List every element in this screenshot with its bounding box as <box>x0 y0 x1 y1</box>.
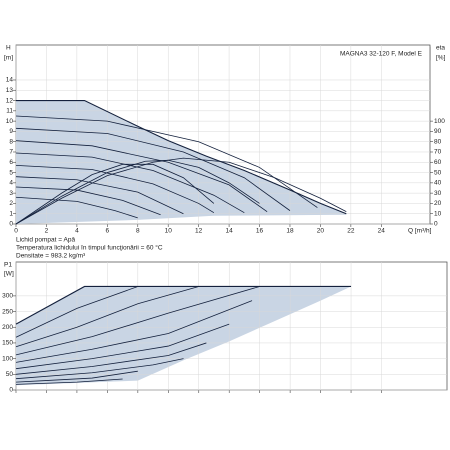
x-tick-label: 20 <box>317 228 325 235</box>
y2-tick-label: 40 <box>434 180 442 187</box>
x-tick-label: 4 <box>75 228 79 235</box>
x-axis-label: Q [m³/h] <box>408 228 432 235</box>
curve <box>15 370 138 383</box>
x-tick-label: 16 <box>256 228 264 235</box>
curve <box>15 152 245 214</box>
curve <box>15 358 184 380</box>
curve <box>16 100 347 215</box>
note: Temperatura lichidului în timpul funcţio… <box>16 244 163 252</box>
y-tick-label: 50 <box>6 371 14 378</box>
x-tick-label: 12 <box>195 228 203 235</box>
y-tick-label: 7 <box>9 149 13 156</box>
y-tick-label: 10 <box>6 118 14 125</box>
y2-tick-label: 90 <box>434 128 442 135</box>
y2-tick-label: 50 <box>434 169 442 176</box>
y-tick-label: 1 <box>9 210 13 217</box>
x-tick-label: 2 <box>45 228 49 235</box>
x-tick-label: 0 <box>14 228 18 235</box>
y-tick-label: 8 <box>9 138 13 145</box>
y-tick-label: 12 <box>6 97 14 104</box>
y-tick-label: 250 <box>2 308 13 315</box>
y-tick-label: 0 <box>9 221 13 228</box>
y-tick-label: 6 <box>9 159 13 166</box>
y2-axis-label: eta <box>436 45 445 52</box>
y2-tick-label: 30 <box>434 190 442 197</box>
y-tick-label: 3 <box>9 190 13 197</box>
curve <box>15 286 138 338</box>
curve <box>15 342 207 375</box>
y-tick-label: 13 <box>6 87 14 94</box>
y2-tick-label: 100 <box>434 118 445 125</box>
y2-tick-label: 60 <box>434 159 442 166</box>
curve <box>15 186 161 216</box>
curve <box>15 286 199 348</box>
x-tick-label: 10 <box>165 228 173 235</box>
curve <box>15 176 184 215</box>
curve <box>15 163 215 225</box>
x-tick-label: 24 <box>378 228 386 235</box>
y-tick-label: 2 <box>9 200 13 207</box>
curve <box>15 159 260 225</box>
y-tick-label: 11 <box>6 108 13 115</box>
y-tick-label: 0 <box>9 387 13 394</box>
y-tick-label: 9 <box>9 128 13 135</box>
curve <box>15 157 347 225</box>
y2-tick-label: 10 <box>434 210 442 217</box>
note: Densitate = 983.2 kg/m³ <box>16 253 86 260</box>
curve <box>15 323 230 370</box>
curve <box>15 127 291 211</box>
curve <box>15 196 138 219</box>
chart-title: MAGNA3 32-120 F, Model E <box>340 51 423 58</box>
y-tick-label: 150 <box>2 340 13 347</box>
x-tick-label: 18 <box>286 228 294 235</box>
y-tick-label: 300 <box>2 293 13 300</box>
curve <box>15 378 123 385</box>
y-axis-label: P1 <box>4 262 12 269</box>
y2-tick-label: 70 <box>434 149 442 156</box>
y-tick-label: 14 <box>6 77 14 84</box>
y-tick-label: 200 <box>2 324 13 331</box>
y-tick-label: 100 <box>2 355 13 362</box>
x-tick-label: 8 <box>136 228 140 235</box>
y2-tick-label: 80 <box>434 138 442 145</box>
y-axis-label: H <box>6 45 11 52</box>
x-tick-label: 6 <box>106 228 110 235</box>
y2-tick-label: 20 <box>434 200 442 207</box>
curve <box>15 300 253 363</box>
curve <box>15 164 215 214</box>
y2-tick-label: 0 <box>434 221 438 228</box>
curve <box>15 286 260 356</box>
curve <box>15 115 318 208</box>
y-axis-unit: [W] <box>4 271 14 278</box>
y-axis-unit: [m] <box>4 55 13 62</box>
x-tick-label: 22 <box>347 228 355 235</box>
operating-region <box>16 286 352 386</box>
curve <box>15 140 268 212</box>
y-tick-label: 5 <box>9 169 13 176</box>
x-tick-label: 14 <box>225 228 233 235</box>
curve <box>15 285 352 325</box>
y2-axis-unit: [%] <box>436 55 446 62</box>
y-tick-label: 4 <box>9 180 13 187</box>
note: Lichid pompat = Apă <box>16 237 75 244</box>
